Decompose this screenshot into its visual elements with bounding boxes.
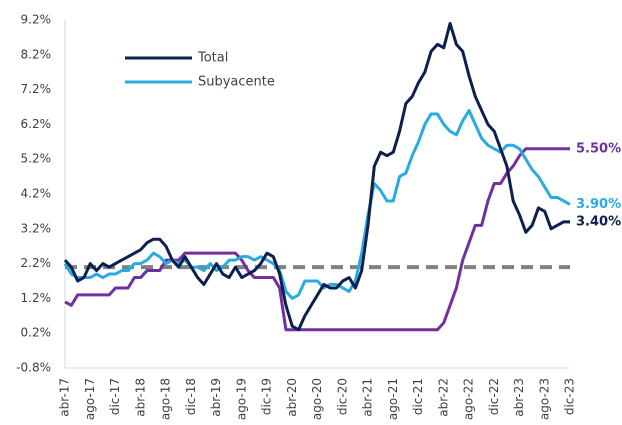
x-tick-label: dic-21 xyxy=(411,378,425,415)
x-tick-label: abr-17 xyxy=(58,378,72,417)
legend-label: Subyacente xyxy=(198,75,275,90)
y-tick-label: 9.2% xyxy=(21,13,52,27)
y-tick-label: 8.2% xyxy=(21,47,52,61)
series-line xyxy=(63,21,570,332)
x-tick-label: ago-19 xyxy=(234,378,248,420)
x-tick-label: dic-17 xyxy=(108,378,122,415)
x-tick-label: ago-17 xyxy=(83,378,97,420)
legend-label: Total xyxy=(197,51,228,66)
x-tick-label: ago-22 xyxy=(462,378,476,420)
x-tick-label: ago-23 xyxy=(537,378,551,420)
x-tick-label: abr-21 xyxy=(361,378,375,417)
end-label: 3.90% xyxy=(576,197,621,212)
x-tick-label: abr-19 xyxy=(209,378,223,417)
series-line xyxy=(64,147,570,332)
x-tick-label: dic-19 xyxy=(260,378,274,415)
y-tick-label: 2.2% xyxy=(21,256,52,270)
x-tick-label: dic-20 xyxy=(335,378,349,415)
y-tick-label: -0.8% xyxy=(16,361,51,375)
x-tick-label: abr-23 xyxy=(512,378,526,417)
y-tick-label: 0.2% xyxy=(21,326,52,340)
x-tick-label: abr-18 xyxy=(133,378,147,417)
x-tick-label: dic-18 xyxy=(184,378,198,415)
end-label: 3.40% xyxy=(576,214,621,229)
series-line xyxy=(63,108,571,300)
y-tick-label: 1.2% xyxy=(21,291,52,305)
y-tick-label: 7.2% xyxy=(21,82,52,96)
x-tick-label: dic-23 xyxy=(563,378,577,415)
x-tick-label: ago-21 xyxy=(386,378,400,420)
end-label: 5.50% xyxy=(576,141,621,156)
y-tick-label: 6.2% xyxy=(21,117,52,131)
x-tick-label: ago-20 xyxy=(310,378,324,420)
x-tick-label: abr-22 xyxy=(436,378,450,417)
x-tick-label: dic-22 xyxy=(487,378,501,415)
y-tick-label: 4.2% xyxy=(21,187,52,201)
y-tick-label: 5.2% xyxy=(21,152,52,166)
x-tick-label: abr-20 xyxy=(285,378,299,417)
y-tick-label: 3.2% xyxy=(21,221,52,235)
x-tick-label: ago-18 xyxy=(159,378,173,420)
